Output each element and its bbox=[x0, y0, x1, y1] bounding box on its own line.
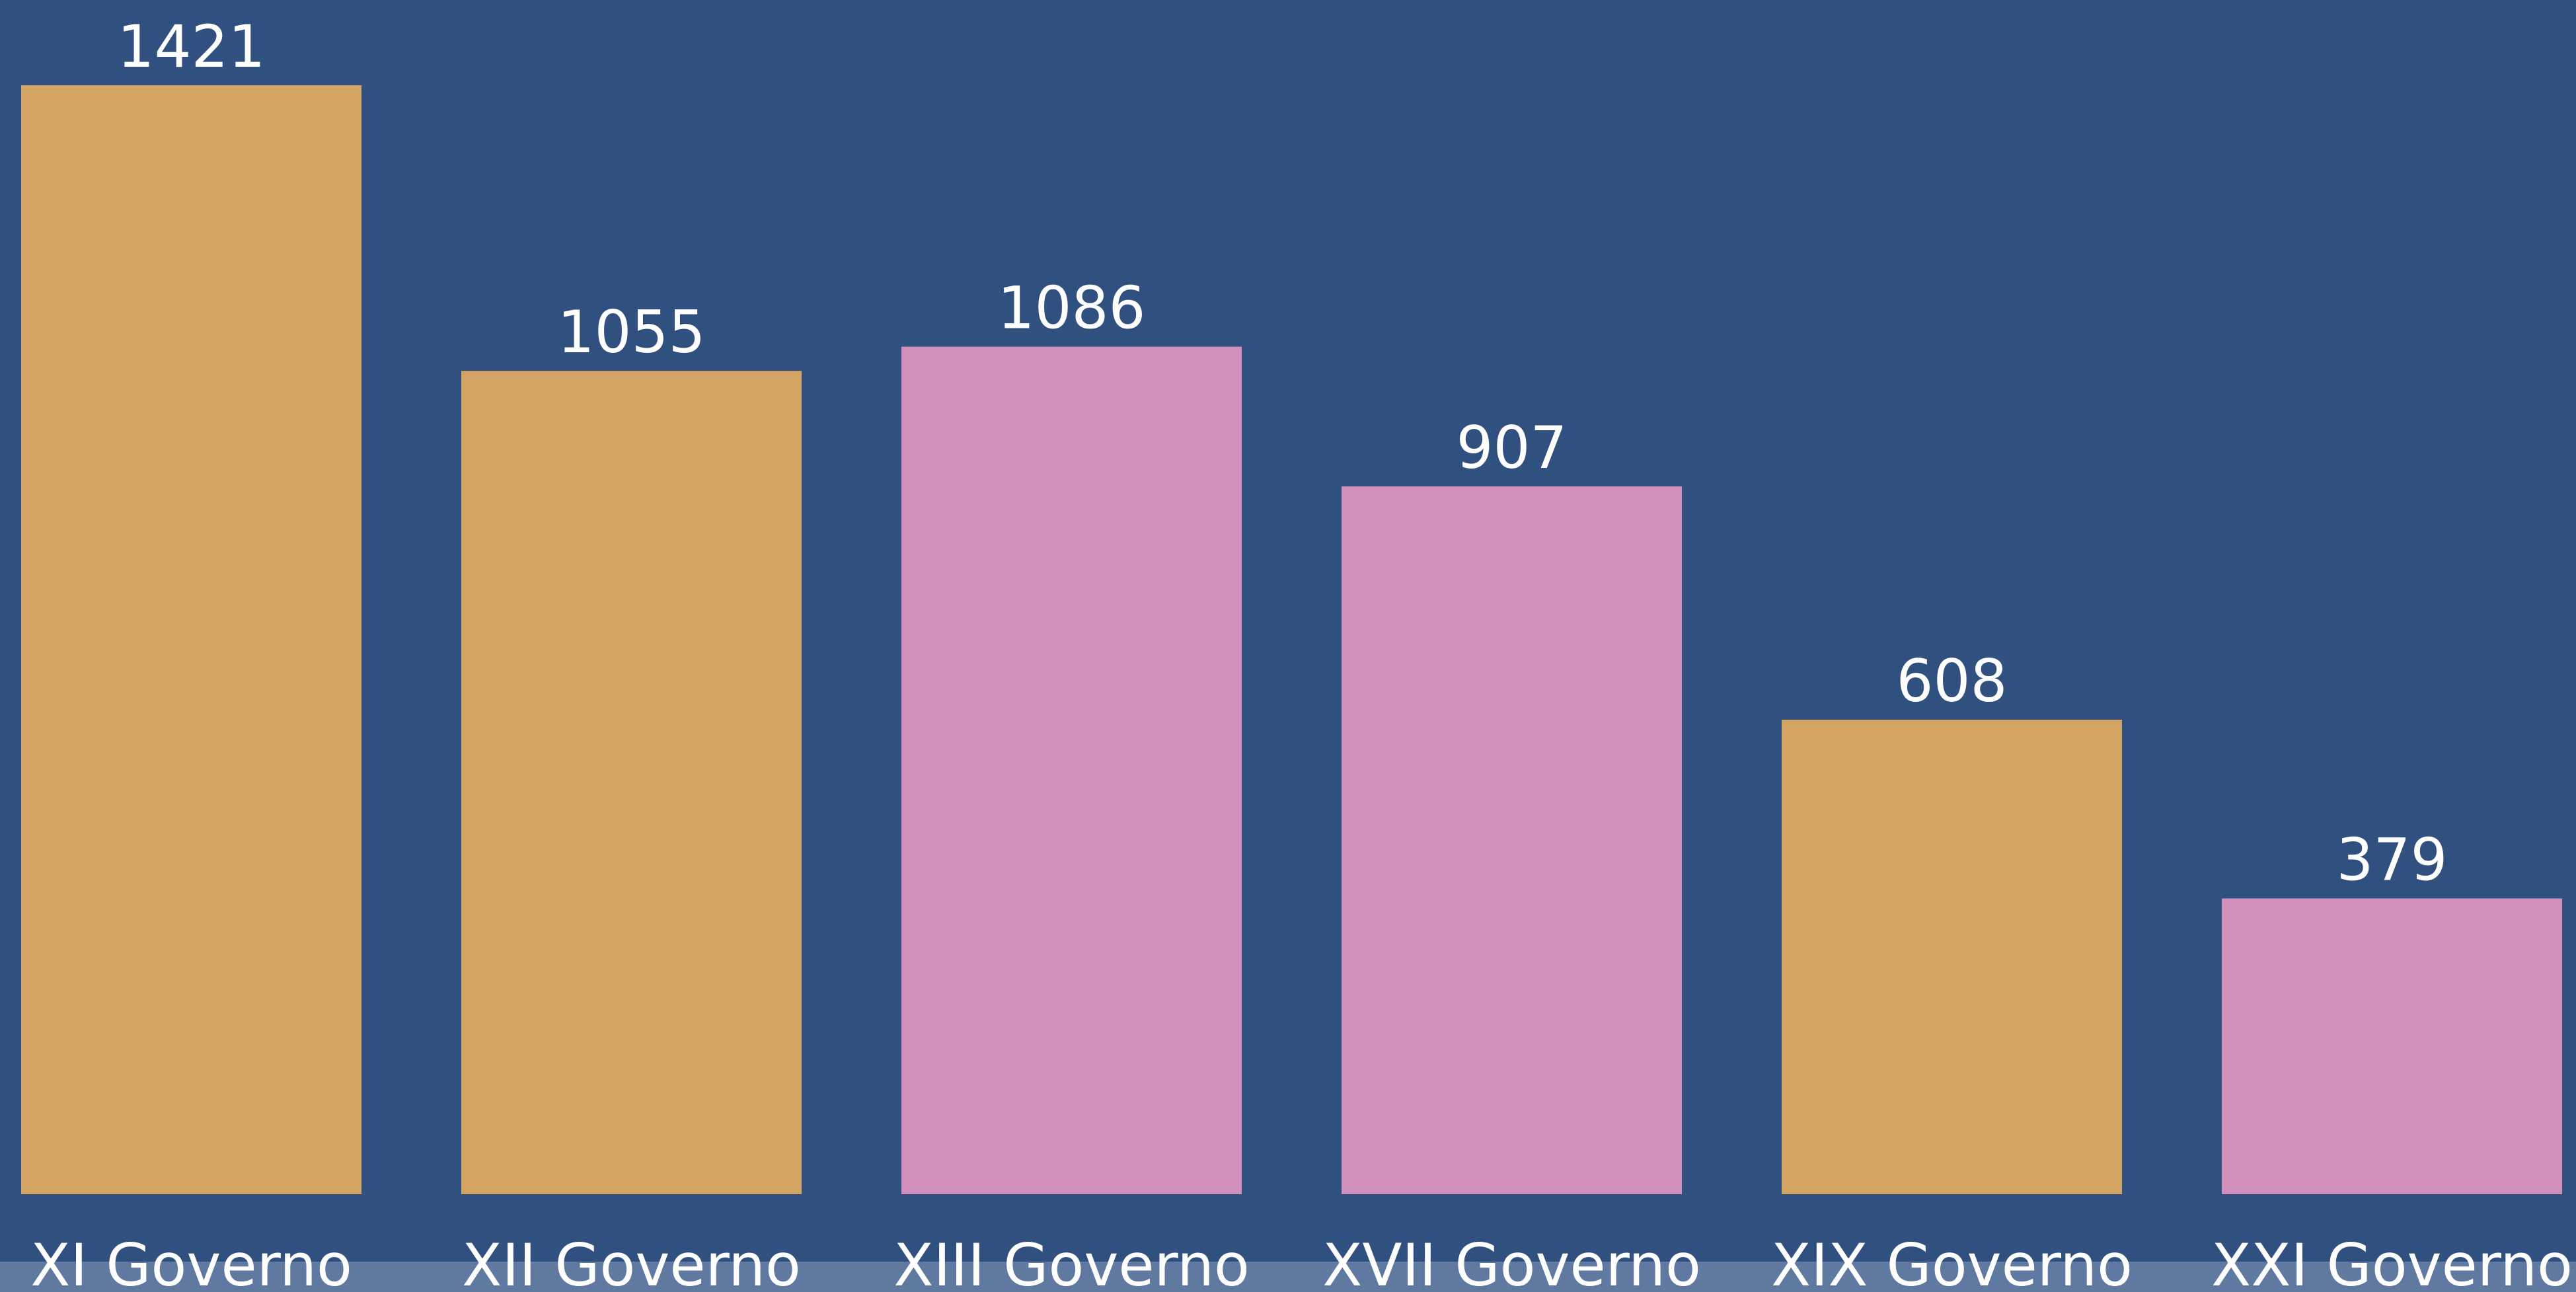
bottom-strip bbox=[0, 1262, 2576, 1292]
value-label: 379 bbox=[2337, 825, 2448, 893]
value-label: 1055 bbox=[558, 298, 706, 366]
value-label: 608 bbox=[1897, 647, 2008, 715]
bar bbox=[1782, 720, 2122, 1194]
x-tick-label: XI Governo bbox=[30, 1231, 352, 1292]
bar bbox=[901, 346, 1242, 1194]
bar bbox=[461, 371, 802, 1194]
x-tick-label: XXI Governo bbox=[2211, 1231, 2573, 1292]
x-tick-label: XIX Governo bbox=[1771, 1231, 2133, 1292]
value-label: 1421 bbox=[118, 13, 266, 81]
x-tick-label: XVII Governo bbox=[1322, 1231, 1701, 1292]
bar bbox=[21, 85, 361, 1194]
bar bbox=[2222, 898, 2562, 1194]
value-label: 1086 bbox=[998, 274, 1146, 342]
x-tick-label: XIII Governo bbox=[893, 1231, 1250, 1292]
bar bbox=[1342, 486, 1682, 1194]
x-tick-label: XII Governo bbox=[462, 1231, 801, 1292]
value-label: 907 bbox=[1457, 414, 1568, 482]
